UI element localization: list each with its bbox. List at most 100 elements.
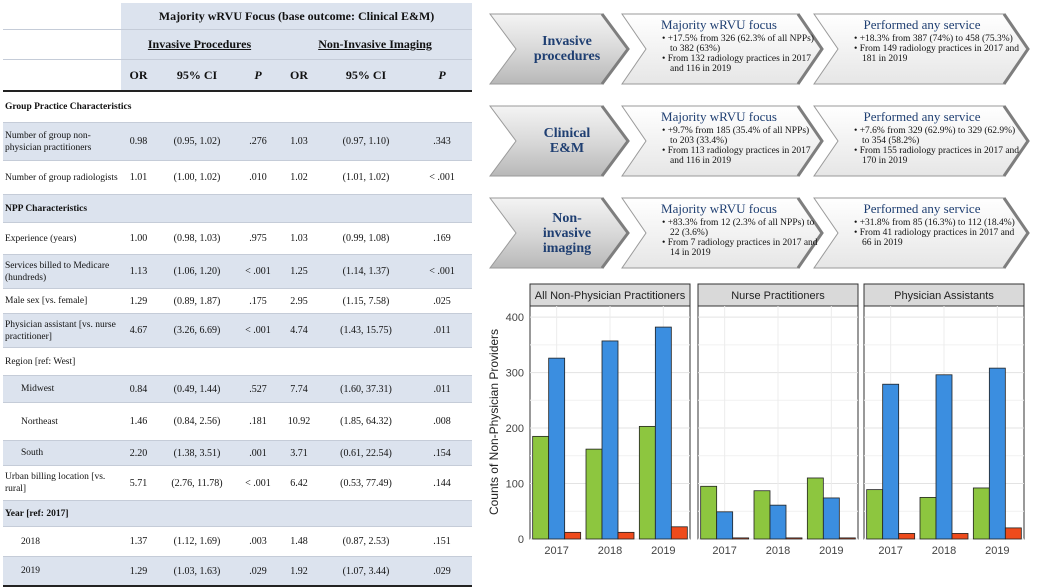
or-invasive: 1.00 <box>121 222 156 255</box>
ci-noninvasive: (0.61, 22.54) <box>320 440 412 466</box>
ci-noninvasive: (0.97, 1.10) <box>320 122 412 161</box>
ci-noninvasive: (1.07, 3.44) <box>320 556 412 587</box>
facet-title: Nurse Practitioners <box>731 290 825 302</box>
row-label: Experience (years) <box>3 222 121 255</box>
chevron-shadow <box>796 13 824 85</box>
bullet-dot: • <box>662 54 668 64</box>
chevron-shadow <box>600 197 630 269</box>
table-row: South 2.20 (1.38, 3.51) .001 3.71 (0.61, 22.5… <box>3 440 473 466</box>
p-noninvasive: < .001 <box>412 254 473 289</box>
or-noninvasive: 10.92 <box>278 402 320 441</box>
bullet-dot: • <box>854 126 860 136</box>
or-invasive: 1.37 <box>121 526 156 557</box>
majority-bullets: • +83.3% from 12 (2.3% of all NPPs) to 2… <box>662 218 818 258</box>
p-noninvasive: .151 <box>412 526 473 557</box>
or-noninvasive: 1.92 <box>278 556 320 587</box>
header-blank <box>3 3 121 30</box>
chevron-category-line: invasive <box>542 225 592 241</box>
bullet-dot: • <box>854 228 860 238</box>
row-label: Physician assistant [vs. nurse practitio… <box>3 313 121 348</box>
ci-invasive: (0.95, 1.02) <box>156 122 238 161</box>
or-noninvasive: 1.25 <box>278 254 320 289</box>
bar <box>601 340 619 540</box>
chevron-category-line: imaging <box>542 240 592 256</box>
p-invasive: .975 <box>238 222 278 255</box>
or-invasive: 2.20 <box>121 440 156 466</box>
y-axis-label: Counts of Non-Physician Providers <box>487 329 501 515</box>
x-tick-label: 2019 <box>819 545 843 557</box>
bullet-dot: • <box>854 44 860 54</box>
section-label: Group Practice Characteristics <box>3 91 473 123</box>
performed-title: Performed any service <box>863 17 981 32</box>
chevron-shapes <box>489 197 1030 269</box>
ci-invasive: (2.76, 11.78) <box>156 465 238 501</box>
chevron-category-label: Clinical E&M <box>514 126 620 156</box>
bar <box>785 537 803 540</box>
chevron-category-label: Invasive procedures <box>514 34 620 64</box>
bullet-item: • From 7 radiology practices in 2017 and… <box>662 238 818 258</box>
p-noninvasive: .029 <box>412 556 473 587</box>
row-label: Midwest <box>3 375 121 403</box>
row-label: 2018 <box>3 526 121 557</box>
bullet-item: • From 149 radiology practices in 2017 a… <box>854 44 1020 64</box>
or-invasive: 1.29 <box>121 556 156 587</box>
facet-title: Physician Assistants <box>894 290 994 302</box>
chevron-shadow <box>1002 105 1030 177</box>
table-row: Male sex [vs. female] 1.29 (0.89, 1.87) .17… <box>3 288 473 314</box>
table-row: Experience (years) 1.00 (0.98, 1.03) .975 1.… <box>3 222 473 255</box>
bullet-text: +7.6% from 329 (62.9%) to 329 (62.9%) to… <box>859 126 1016 146</box>
ci-noninvasive: (1.43, 15.75) <box>320 313 412 348</box>
or-noninvasive: 2.95 <box>278 288 320 314</box>
table-top-header: Majority wRVU Focus (base outcome: Clini… <box>121 3 473 30</box>
or-noninvasive: 6.42 <box>278 465 320 501</box>
ci-noninvasive: (0.53, 77.49) <box>320 465 412 501</box>
table-row: NPP Characteristics <box>3 194 473 223</box>
p-invasive: .029 <box>238 556 278 587</box>
bar <box>935 374 953 540</box>
p-invasive: .010 <box>238 160 278 195</box>
bullet-text: From 113 radiology practices in 2017 and… <box>667 146 811 166</box>
performed-bullets: • +31.8% from 85 (16.3%) to 112 (18.4%) •… <box>854 218 1020 248</box>
table-row: Number of group radiologists 1.01 (1.00, 1… <box>3 160 473 195</box>
p-invasive: .181 <box>238 402 278 441</box>
row-label: Number of group non-physician practition… <box>3 122 121 161</box>
table-row: Physician assistant [vs. nurse practitio… <box>3 313 473 348</box>
row-label: Northeast <box>3 402 121 441</box>
or-invasive: 1.13 <box>121 254 156 289</box>
row-label: Number of group radiologists <box>3 160 121 195</box>
or-invasive: 1.01 <box>121 160 156 195</box>
bullet-text: From 155 radiology practices in 2017 and… <box>859 146 1020 166</box>
chevron-category-label: Non-invasive imaging <box>514 211 620 256</box>
bullet-dot: • <box>662 126 668 136</box>
ci-noninvasive: (1.85, 64.32) <box>320 402 412 441</box>
bullet-text: +31.8% from 85 (16.3%) to 112 (18.4%) <box>859 218 1015 228</box>
p-noninvasive: .011 <box>412 375 473 403</box>
or-invasive: 1.46 <box>121 402 156 441</box>
or-noninvasive: 1.03 <box>278 122 320 161</box>
y-tick-label: 200 <box>506 423 524 435</box>
bullet-item: • From 132 radiology practices in 2017 a… <box>662 54 818 74</box>
bar <box>1004 527 1022 540</box>
chevron-category-line: Clinical <box>543 126 591 141</box>
chevron-row: Invasive procedures Majority wRVU focus • +… <box>486 6 1034 92</box>
bullet-dot: • <box>662 146 668 156</box>
y-tick-label: 400 <box>506 312 524 324</box>
bar <box>753 490 771 540</box>
p-invasive: .001 <box>238 440 278 466</box>
col-ci: 95% CI <box>156 59 238 92</box>
bullet-item: • +9.7% from 185 (35.4% of all NPPs) to … <box>662 126 818 146</box>
p-invasive: .527 <box>238 375 278 403</box>
bullet-item: • +83.3% from 12 (2.3% of all NPPs) to 2… <box>662 218 818 238</box>
group-invasive-header: Invasive Procedures <box>121 29 278 60</box>
bullet-dot: • <box>662 238 668 248</box>
bullet-text: From 41 radiology practices in 2017 and … <box>859 228 1015 248</box>
bar <box>972 487 990 540</box>
bullet-text: +83.3% from 12 (2.3% of all NPPs) to 22 … <box>667 218 815 238</box>
ci-noninvasive: (0.87, 2.53) <box>320 526 412 557</box>
bullet-text: +17.5% from 326 (62.3% of all NPPs) to 3… <box>667 34 814 54</box>
x-tick-label: 2019 <box>651 545 675 557</box>
or-invasive: 4.67 <box>121 313 156 348</box>
or-invasive: 5.71 <box>121 465 156 501</box>
x-tick-label: 2018 <box>598 545 622 557</box>
bullet-text: From 7 radiology practices in 2017 and 1… <box>667 238 818 258</box>
